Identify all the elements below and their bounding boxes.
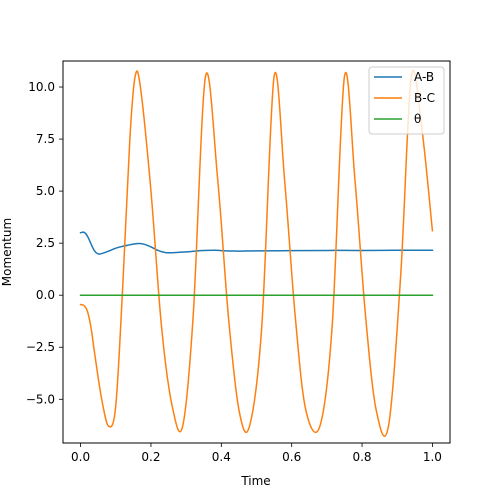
y-axis-label: Momentum [0,218,14,286]
plot-area-frame [62,60,451,444]
x-tick-label: 0.6 [282,450,301,464]
y-tick-label: −2.5 [26,340,55,354]
y-tick-label: −5.0 [26,392,55,406]
x-tick-label: 0.0 [71,450,90,464]
a-b-series-line [79,231,434,255]
x-tick-label: 0.8 [352,450,371,464]
legend-label-a-b: A-B [414,70,434,84]
y-tick-label: 0.0 [36,288,55,302]
legend-box [368,66,445,135]
legend-entries: A-B B-C θ [374,70,435,126]
x-tick-label: 0.4 [212,450,231,464]
legend-label-b-c: B-C [414,91,435,105]
y-tick-label: 7.5 [36,132,55,146]
x-tick-label: 0.2 [141,450,160,464]
y-tick-label: 10.0 [28,80,55,94]
y-tick-label: 2.5 [36,236,55,250]
y-tick-label: 5.0 [36,184,55,198]
b-c-series-line [79,69,434,437]
x-axis-label: Time [240,474,270,488]
legend: A-B B-C θ [368,66,445,135]
plot-lines [79,69,434,437]
y-axis-ticks: −5.0 −2.5 0.0 2.5 5.0 7.5 10.0 [26,80,63,406]
x-tick-label: 1.0 [423,450,442,464]
legend-label-theta: θ [414,112,421,126]
x-axis-ticks: 0.0 0.2 0.4 0.6 0.8 1.0 [71,443,442,464]
